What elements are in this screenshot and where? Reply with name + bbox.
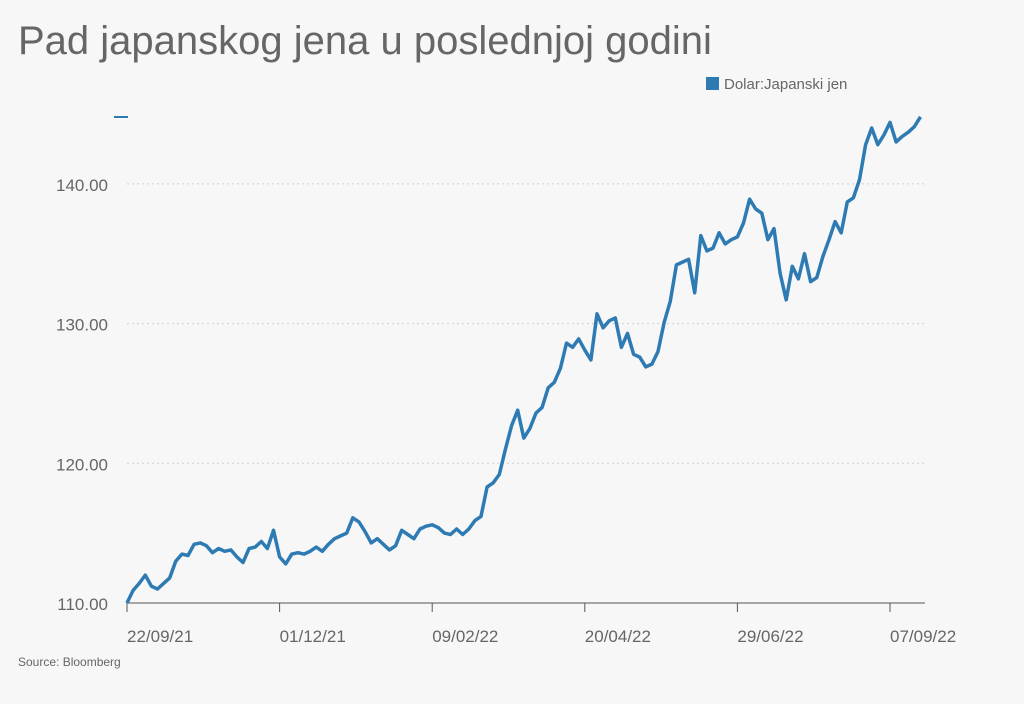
line-series — [125, 115, 922, 604]
x-tick-label: 09/02/22 — [432, 627, 498, 646]
x-tick-label: 01/12/21 — [280, 627, 346, 646]
x-tick-label: 29/06/22 — [737, 627, 803, 646]
y-tick-label: 120.00 — [56, 455, 108, 474]
legend-swatch — [706, 77, 719, 90]
y-tick-label: 110.00 — [57, 595, 108, 614]
x-tick-label: 20/04/22 — [585, 627, 651, 646]
y-tick-label: 140.00 — [56, 176, 108, 195]
x-tick-label: 22/09/21 — [127, 627, 193, 646]
chart-title: Pad japanskog jena u poslednjoj godini — [18, 19, 712, 63]
legend-label: Dolar:Japanski jen — [724, 76, 847, 93]
y-tick-label: 130.00 — [56, 316, 108, 335]
source: Source: Bloomberg — [18, 655, 121, 669]
x-tick-label: 07/09/22 — [890, 627, 956, 646]
